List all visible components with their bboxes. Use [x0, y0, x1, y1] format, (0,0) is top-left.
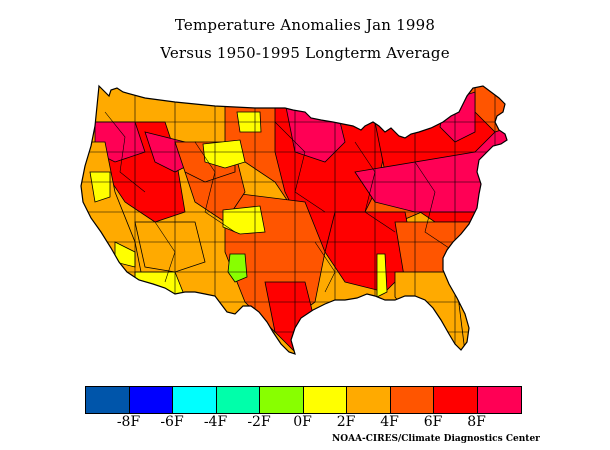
legend-swatch: [260, 387, 304, 413]
legend-swatch: [303, 387, 347, 413]
legend-tick-label: -6F: [160, 414, 184, 430]
legend-swatch: [390, 387, 434, 413]
legend-tick-label: -4F: [203, 414, 228, 430]
legend-tick-labels: -8F -6F -4F -2F 0F 2F 4F 6F 8F: [85, 414, 521, 430]
legend-swatch: [347, 387, 391, 413]
legend-tick-label: 6F: [423, 414, 443, 430]
legend-tick-label: 2F: [336, 414, 356, 430]
legend-swatch: [129, 387, 173, 413]
color-scale-legend: [85, 386, 522, 414]
legend-swatch: [173, 387, 217, 413]
legend-tick-label: 8F: [467, 414, 486, 430]
legend-swatch: [86, 387, 130, 413]
map-subtitle: Versus 1950-1995 Longterm Average: [160, 44, 450, 62]
legend-tick-label: -2F: [247, 414, 271, 430]
legend-tick-label: -8F: [116, 414, 141, 430]
legend-swatch: [477, 387, 521, 413]
legend-swatch: [434, 387, 478, 413]
legend-tick-label: 4F: [380, 414, 399, 430]
source-credit: NOAA-CIRES/Climate Diagnostics Center: [332, 434, 540, 444]
us-climate-division-map: [80, 84, 508, 355]
map-title: Temperature Anomalies Jan 1998: [174, 16, 436, 34]
legend-swatch: [216, 387, 260, 413]
legend-tick-label: 0F: [293, 414, 312, 430]
